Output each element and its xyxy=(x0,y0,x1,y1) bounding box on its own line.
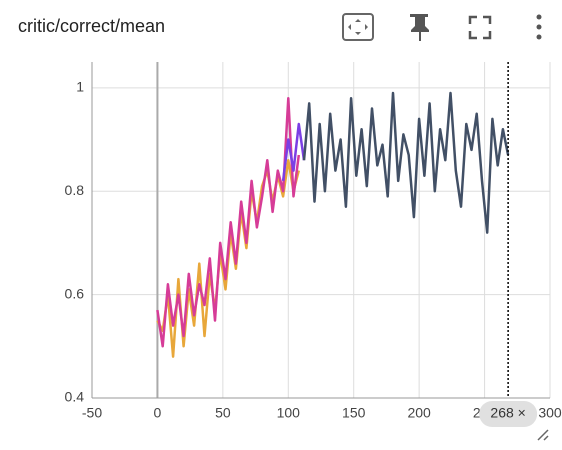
x-tick-label: 300 xyxy=(538,405,562,421)
toolbar xyxy=(342,13,542,41)
grid xyxy=(91,62,551,399)
more-menu-button[interactable] xyxy=(536,14,542,40)
x-tick-label: 150 xyxy=(342,405,366,421)
chart-title: critic/correct/mean xyxy=(18,16,165,36)
cursor-chip[interactable]: 268 × xyxy=(479,401,538,427)
series-line xyxy=(281,122,306,182)
y-tick-label: 0.8 xyxy=(65,182,85,198)
chip-background xyxy=(479,401,538,427)
x-tick-label: 100 xyxy=(277,405,301,421)
series-line xyxy=(302,91,510,234)
series-line xyxy=(156,96,301,348)
y-tick-label: 0.6 xyxy=(65,285,85,301)
fullscreen-button[interactable] xyxy=(468,15,492,40)
pin-button[interactable] xyxy=(410,14,429,41)
resize-handle[interactable] xyxy=(537,429,549,441)
y-tick-label: 1 xyxy=(76,79,84,95)
x-tick-label: 200 xyxy=(407,405,431,421)
fit-domain-button[interactable] xyxy=(342,13,374,41)
x-tick-label: -50 xyxy=(82,405,102,421)
x-tick-label: 50 xyxy=(215,405,231,421)
chip-label: 268 × xyxy=(490,405,525,421)
y-tick-label: 0.4 xyxy=(65,389,85,405)
x-tick-label: 0 xyxy=(154,405,162,421)
